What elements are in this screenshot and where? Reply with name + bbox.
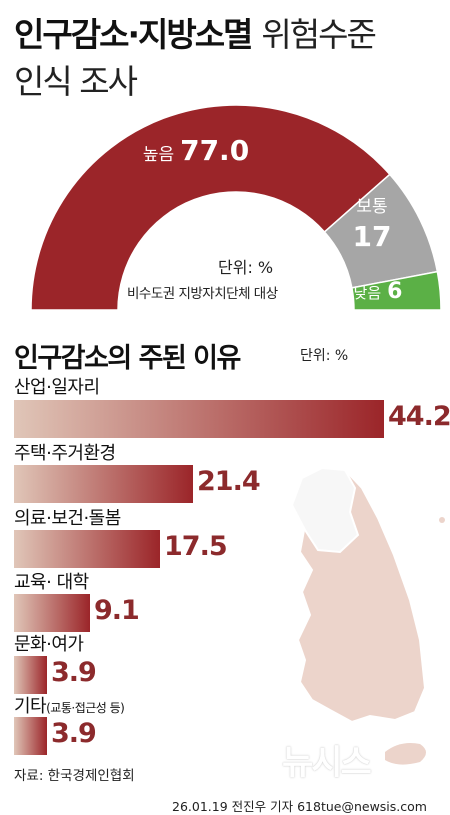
bar-category-text: 산업·일자리 bbox=[14, 377, 100, 398]
bar-category-text: 문화·여가 bbox=[14, 634, 84, 655]
bar-category-text: 주택·주거환경 bbox=[14, 443, 116, 464]
credit-line: 26.01.19 전진우 기자 618tue@newsis.com bbox=[172, 799, 427, 814]
bar-5 bbox=[14, 656, 47, 694]
main-title-light: 위험수준 bbox=[261, 15, 376, 54]
bar-2 bbox=[14, 465, 193, 503]
gauge-label-2: 보통 17 bbox=[353, 197, 392, 253]
bar-category-label: 의료·보건·돌봄 bbox=[14, 504, 121, 530]
bar-chart-title: 인구감소의 주된 이유 bbox=[14, 343, 241, 374]
gauge-label-3: 낮음 6 bbox=[354, 279, 403, 304]
bar-category-text: 교육· 대학 bbox=[14, 572, 89, 593]
bar-category-text: 의료·보건·돌봄 bbox=[14, 508, 121, 529]
bar-category-text: 기타 bbox=[14, 696, 47, 717]
bar-3 bbox=[14, 530, 160, 568]
gauge-label-1: 높음 77.0 bbox=[143, 134, 249, 167]
bar-value-label: 9.1 bbox=[94, 595, 140, 626]
bar-1 bbox=[14, 400, 384, 438]
bar-category-label: 주택·주거환경 bbox=[14, 439, 116, 465]
main-title-bold: 인구감소·지방소멸 bbox=[14, 15, 253, 54]
gauge-segment-1 bbox=[30, 104, 391, 311]
main-title: 인구감소·지방소멸 위험수준 bbox=[14, 8, 377, 56]
ulleung-island-shape bbox=[439, 517, 445, 523]
bar-4 bbox=[14, 594, 90, 632]
bar-value-label: 17.5 bbox=[164, 531, 228, 562]
gauge-segment-3 bbox=[351, 270, 442, 311]
bar-value-label: 44.2 bbox=[388, 401, 450, 432]
source-note: 자료: 한국경제인협회 bbox=[14, 768, 135, 784]
gauge-chart: 높음 77.0 보통 17 낮음 6 bbox=[30, 104, 442, 311]
gauge-unit-note: 단위: % bbox=[218, 258, 274, 277]
jeju-island-shape bbox=[385, 743, 426, 765]
bar-value-label: 3.9 bbox=[51, 718, 97, 749]
newsis-watermark-logo: 뉴시스 bbox=[282, 743, 372, 783]
bar-chart-unit: 단위: % bbox=[300, 348, 349, 364]
bar-6 bbox=[14, 717, 47, 755]
capital-region-shape bbox=[290, 466, 360, 554]
bar-category-note: (교통·접근성 등) bbox=[46, 701, 125, 715]
bar-category-label: 기타(교통·접근성 등) bbox=[14, 692, 125, 718]
bar-category-label: 문화·여가 bbox=[14, 630, 84, 656]
bar-value-label: 21.4 bbox=[197, 466, 261, 497]
gauge-target-note: 비수도권 지방자치단체 대상 bbox=[127, 286, 278, 302]
bar-category-label: 교육· 대학 bbox=[14, 568, 89, 594]
bar-category-label: 산업·일자리 bbox=[14, 373, 100, 399]
main-title-line2: 인식 조사 bbox=[14, 62, 138, 101]
bar-value-label: 3.9 bbox=[51, 657, 97, 688]
